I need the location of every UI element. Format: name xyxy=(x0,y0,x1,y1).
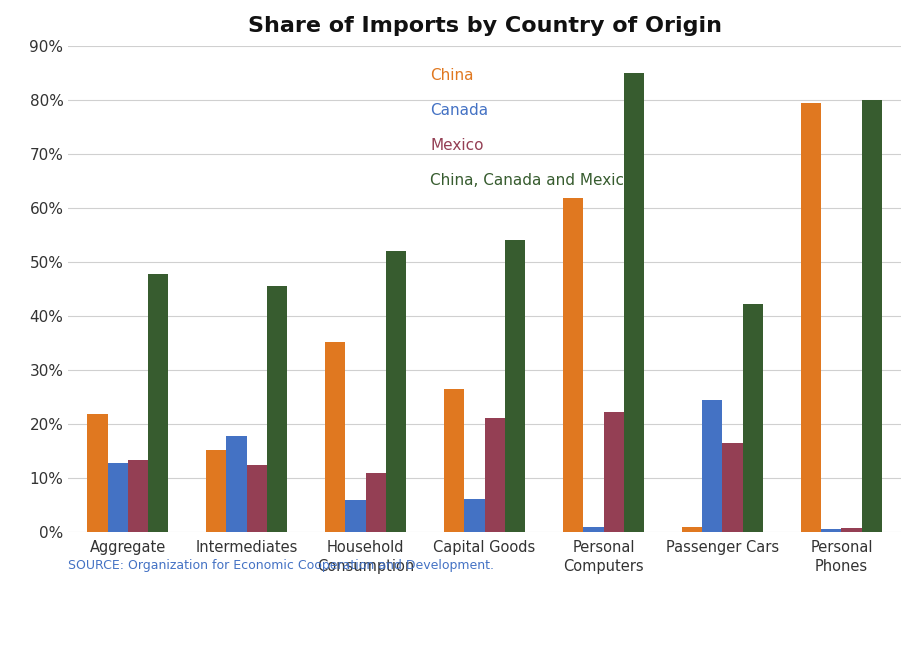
Bar xyxy=(484,418,505,532)
Bar xyxy=(821,529,842,532)
Bar xyxy=(682,527,703,532)
Text: St. Louis: St. Louis xyxy=(259,625,341,642)
Text: Federal Reserve Bank: Federal Reserve Bank xyxy=(20,625,228,642)
Bar xyxy=(267,286,288,532)
Text: China, Canada and Mexico: China, Canada and Mexico xyxy=(430,173,634,188)
Text: Mexico: Mexico xyxy=(430,138,484,153)
Bar xyxy=(107,463,127,532)
Bar xyxy=(623,73,644,532)
Bar xyxy=(842,527,862,532)
Bar xyxy=(325,342,346,532)
Bar xyxy=(386,251,406,532)
Bar xyxy=(346,500,366,532)
Bar xyxy=(723,443,743,532)
Bar xyxy=(563,198,583,532)
Bar xyxy=(603,412,623,532)
Bar xyxy=(148,274,168,532)
Text: SOURCE: Organization for Economic Cooperation and Development.: SOURCE: Organization for Economic Cooper… xyxy=(68,559,494,572)
Bar xyxy=(862,100,882,532)
Bar xyxy=(366,473,386,532)
Bar xyxy=(703,400,723,532)
Bar xyxy=(247,465,267,532)
Text: China: China xyxy=(430,68,474,83)
Bar xyxy=(583,527,603,532)
Bar xyxy=(207,450,227,532)
Bar xyxy=(227,436,247,532)
Bar xyxy=(127,460,148,532)
Bar xyxy=(444,389,464,532)
Text: of: of xyxy=(235,627,251,644)
Bar xyxy=(743,304,763,532)
Bar xyxy=(505,239,525,532)
Text: Canada: Canada xyxy=(430,103,489,118)
Bar xyxy=(87,414,107,532)
Title: Share of Imports by Country of Origin: Share of Imports by Country of Origin xyxy=(248,17,722,36)
Bar xyxy=(464,498,484,532)
Bar xyxy=(801,103,821,532)
